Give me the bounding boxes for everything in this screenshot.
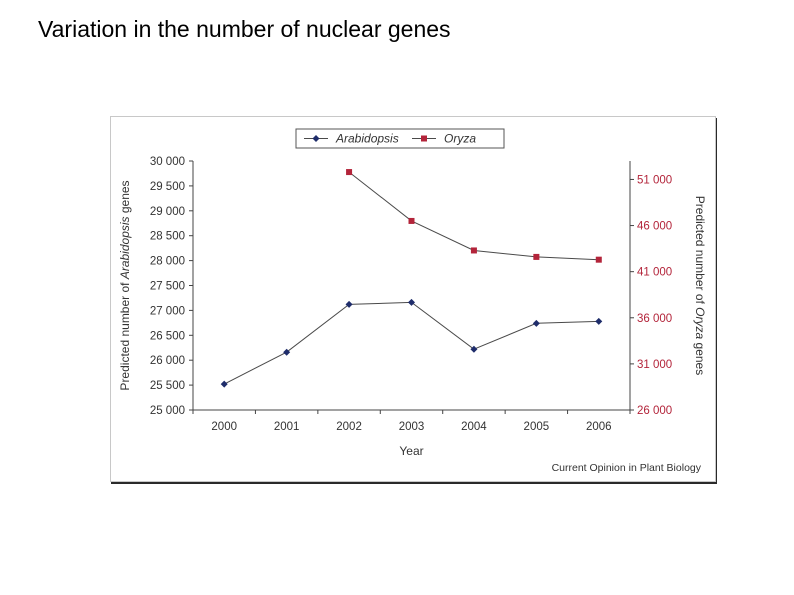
legend-box <box>295 128 505 149</box>
legend-label-arabidopsis: Arabidopsis <box>335 132 399 146</box>
point-arabidopsis-2004 <box>470 345 478 353</box>
source-note: Current Opinion in Plant Biology <box>552 462 702 474</box>
series-line-oryza <box>348 171 599 261</box>
x-tick-label-2001: 2001 <box>274 421 300 433</box>
right-tick-label: 31 000 <box>637 359 672 371</box>
left-tick-label: 26 500 <box>150 330 185 342</box>
left-tick-label: 28 500 <box>150 231 185 243</box>
right-tick-label: 36 000 <box>637 313 672 325</box>
legend-marker-oryza <box>421 135 427 142</box>
right-axis-title-italic: Oryza <box>693 307 707 339</box>
line-chart: 2000 2001 2002 2003 2004 2005 2006 Year 25 000 25… <box>118 128 707 474</box>
left-axis-title-prefix: Predicted number of <box>118 279 132 390</box>
point-oryza-2003 <box>408 217 415 224</box>
point-oryza-2002 <box>346 169 353 176</box>
left-axis-title-suffix: genes <box>118 180 132 216</box>
point-oryza-2006 <box>595 256 602 263</box>
right-tick-label: 51 000 <box>637 174 672 186</box>
legend-marker-arabidopsis <box>312 135 320 142</box>
left-tick-label: 25 000 <box>150 405 185 417</box>
point-arabidopsis-2006 <box>595 317 603 325</box>
right-axis-title: Predicted number of Oryza genes <box>693 196 707 375</box>
left-axis-title: Predicted number of Arabidopsis genes <box>118 180 132 390</box>
x-tick-label-2006: 2006 <box>586 421 612 433</box>
slide-title: Variation in the number of nuclear genes <box>38 16 451 42</box>
x-tick-label-2003: 2003 <box>399 421 425 433</box>
x-tick-label-2002: 2002 <box>336 421 362 433</box>
right-tick-label: 41 000 <box>637 267 672 279</box>
legend-label-oryza: Oryza <box>444 132 476 146</box>
x-tick-label-2005: 2005 <box>524 421 550 433</box>
point-oryza-2004 <box>470 247 477 254</box>
point-arabidopsis-2001 <box>283 348 291 356</box>
x-axis-title: Year <box>399 444 423 458</box>
left-axis-title-italic: Arabidopsis <box>118 216 132 280</box>
right-tick-label: 26 000 <box>637 405 672 417</box>
left-tick-label: 29 000 <box>150 206 185 218</box>
left-tick-label: 26 000 <box>150 355 185 367</box>
point-arabidopsis-2003 <box>408 298 415 306</box>
right-axis-title-suffix: genes <box>693 339 707 375</box>
left-tick-label: 27 000 <box>150 305 185 317</box>
left-tick-label: 28 000 <box>150 256 185 268</box>
point-arabidopsis-2005 <box>532 319 540 327</box>
right-tick-label: 46 000 <box>637 221 672 233</box>
x-tick-label-2004: 2004 <box>461 421 487 433</box>
left-tick-label: 29 500 <box>150 181 185 193</box>
left-tick-label: 30 000 <box>150 156 185 168</box>
right-axis-title-prefix: Predicted number of <box>693 196 707 307</box>
point-arabidopsis-2000 <box>220 380 228 388</box>
chart-figure: 2000 2001 2002 2003 2004 2005 2006 Year 25 000 25… <box>110 116 716 482</box>
left-tick-label: 27 500 <box>150 281 185 293</box>
point-arabidopsis-2002 <box>345 300 353 308</box>
series-line-arabidopsis <box>223 301 599 385</box>
point-oryza-2005 <box>533 253 540 260</box>
left-tick-label: 25 500 <box>150 380 185 392</box>
x-tick-label-2000: 2000 <box>211 421 237 433</box>
